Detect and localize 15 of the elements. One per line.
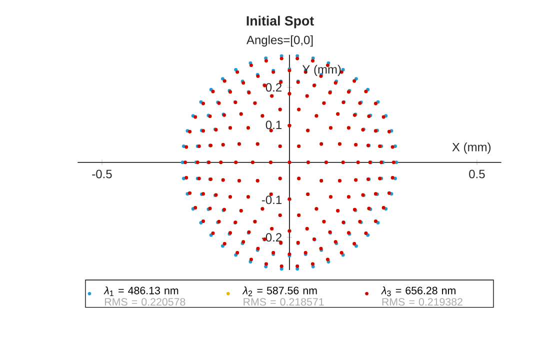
y-tick-label: 0.1 [266,120,282,130]
y-axis-title: Y (mm) [302,64,341,76]
legend-label: λ$_{2}$ = 587.56 nm [242,286,317,296]
y-tick-label: -0.1 [262,196,282,204]
legend-label: λ$_{3}$ = 656.28 nm [380,286,456,296]
text: RMS = 0.219382 [382,298,462,306]
x-axis-title: X (mm) [452,142,491,154]
x-tick-label: 0.5 [469,170,485,178]
legend-label: λ$_{1}$ = 486.13 nm [104,286,178,296]
y-tick-label: 0.2 [266,83,282,92]
x-tick-label: -0.5 [92,170,112,178]
chart-subtitle: Angles=[0,0] [246,35,313,47]
chart-title: Initial Spot [246,16,314,28]
text: RMS = 0.218571 [244,298,324,306]
text: RMS = 0.220578 [105,298,186,306]
